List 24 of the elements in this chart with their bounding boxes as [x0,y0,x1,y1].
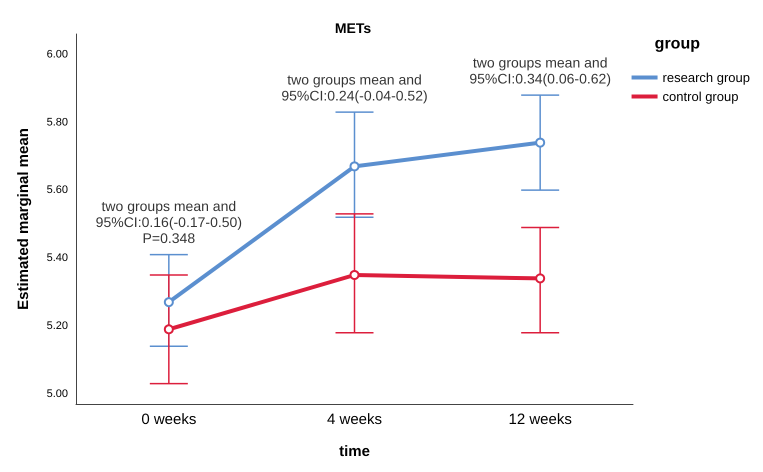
point [164,324,174,334]
annotation: two groups mean and 95%CI:0.16(-0.17-0.50) P=0.348 [96,198,242,246]
x-tick-label: 4 weeks [326,411,382,428]
point [350,270,360,280]
x-axis-title: time [339,443,370,460]
y-tick-label: 5.40 [46,252,68,264]
point [535,273,546,284]
x-tick-label: 12 weeks [508,411,572,428]
legend-label: research group [662,70,750,85]
chart-title: METs [334,20,372,36]
point [535,138,546,148]
x-tick-label: 0 weeks [141,411,196,428]
point [350,161,360,172]
legend-title: group [654,36,700,52]
legend-label: control group [662,89,738,104]
y-tick-label: 5.80 [46,116,68,128]
y-tick-label: 6.00 [46,48,68,60]
annotation: two groups mean and 95%CI:0.24(-0.04-0.52) [281,72,428,104]
y-axis-title: Estimated marginal mean [15,128,32,310]
y-tick-label: 5.20 [46,320,68,332]
y-tick-label: 5.00 [46,388,68,400]
point [164,297,174,308]
y-tick-label: 5.60 [46,184,68,196]
annotation: two groups mean and 95%CI:0.34(0.06-0.62) [469,54,611,87]
